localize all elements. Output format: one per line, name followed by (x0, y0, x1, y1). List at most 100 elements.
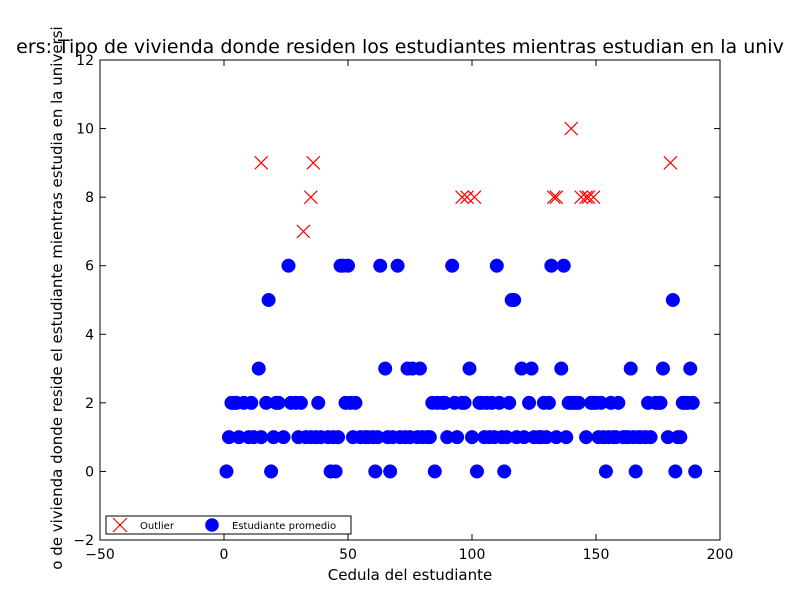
student-point (383, 464, 398, 479)
student-point (524, 361, 539, 376)
x-tick-label: −50 (85, 547, 115, 563)
y-tick-label: −2 (73, 533, 94, 549)
y-tick-label: 4 (85, 327, 94, 343)
student-point (412, 361, 427, 376)
student-point (521, 395, 537, 410)
student-point (665, 292, 680, 308)
student-point (579, 430, 594, 445)
y-tick-label: 8 (85, 190, 94, 206)
outlier-point (467, 190, 482, 205)
y-tick-label: 10 (76, 122, 94, 138)
student-point (643, 430, 658, 445)
x-tick-label: 200 (707, 547, 734, 563)
student-point (219, 464, 234, 479)
student-point (598, 464, 613, 479)
student-point (373, 258, 388, 273)
student-point (668, 464, 683, 479)
outlier-point (455, 190, 470, 205)
outlier-point (579, 190, 594, 205)
legend-outlier-label: Outlier (140, 521, 175, 532)
student-point (457, 395, 472, 410)
student-point (450, 430, 465, 445)
outlier-point (254, 155, 269, 170)
student-point (254, 430, 269, 445)
student-point (559, 430, 574, 445)
plot-frame (99, 59, 721, 541)
student-point (623, 361, 638, 376)
student-point (571, 395, 586, 410)
outlier-point (564, 121, 579, 136)
student-point (673, 430, 688, 445)
outlier-point (303, 190, 318, 205)
student-point (340, 258, 356, 273)
student-point (251, 361, 266, 376)
outlier-point (460, 190, 474, 205)
plot-area (100, 60, 720, 540)
outlier-point (306, 155, 321, 170)
outlier-point (546, 190, 561, 205)
student-point (348, 395, 363, 410)
outlier-point (549, 190, 564, 205)
legend-box (105, 515, 352, 535)
outlier-point (663, 155, 678, 170)
student-point (464, 430, 480, 445)
student-point (427, 464, 442, 479)
x-tick-label: 100 (459, 547, 486, 563)
student-point (445, 258, 460, 273)
legend-student-marker (205, 518, 219, 532)
student-point (502, 395, 517, 410)
y-tick-label: 12 (76, 53, 94, 69)
student-point (281, 258, 296, 273)
series-outlier (254, 121, 678, 239)
student-point (378, 361, 393, 376)
student-point (554, 361, 569, 376)
x-tick-label: 50 (339, 547, 357, 563)
student-point (611, 395, 626, 410)
student-point (507, 292, 522, 308)
student-point (331, 430, 346, 445)
student-point (293, 395, 308, 410)
student-point (541, 395, 556, 410)
student-point (469, 464, 485, 479)
student-point (556, 258, 571, 273)
student-point (688, 464, 703, 479)
student-point (261, 292, 276, 308)
student-point (653, 395, 668, 410)
student-point (311, 395, 326, 410)
student-point (462, 361, 477, 376)
student-point (328, 464, 343, 479)
legend: Outlier Estudiante promedio (105, 515, 352, 535)
student-point (276, 430, 291, 445)
legend-outlier-marker (112, 517, 128, 533)
student-point (544, 258, 559, 273)
x-tick-label: 150 (583, 547, 610, 563)
x-axis-label: Cedula del estudiante (328, 566, 492, 584)
student-point (271, 395, 286, 410)
series-estudiante-promedio (219, 258, 703, 479)
student-point (368, 464, 383, 479)
outlier-point (581, 190, 596, 205)
chart-title: ers: Tipo de vivienda donde residen los … (16, 36, 784, 58)
axes: −50 0 50 100 150 200 −2 0 2 4 6 8 10 12 (73, 53, 733, 563)
y-tick-label: 2 (85, 396, 94, 412)
outlier-point (574, 190, 589, 205)
y-axis-label: o de vivienda donde reside el estudiante… (48, 26, 66, 569)
data-marks (219, 121, 703, 479)
student-point (489, 258, 504, 273)
student-point (655, 361, 671, 376)
student-point (422, 430, 437, 445)
outlier-point (586, 190, 601, 205)
x-tick-label: 0 (220, 547, 229, 563)
student-point (390, 258, 405, 273)
student-point (244, 395, 259, 410)
y-tick-label: 6 (85, 259, 94, 275)
student-point (497, 464, 512, 479)
student-point (683, 361, 698, 376)
legend-student-label: Estudiante promedio (232, 521, 336, 532)
outlier-point (296, 224, 311, 239)
student-point (264, 464, 279, 479)
plot-background (100, 60, 720, 540)
y-tick-label: 0 (85, 464, 94, 480)
student-point (685, 395, 700, 410)
